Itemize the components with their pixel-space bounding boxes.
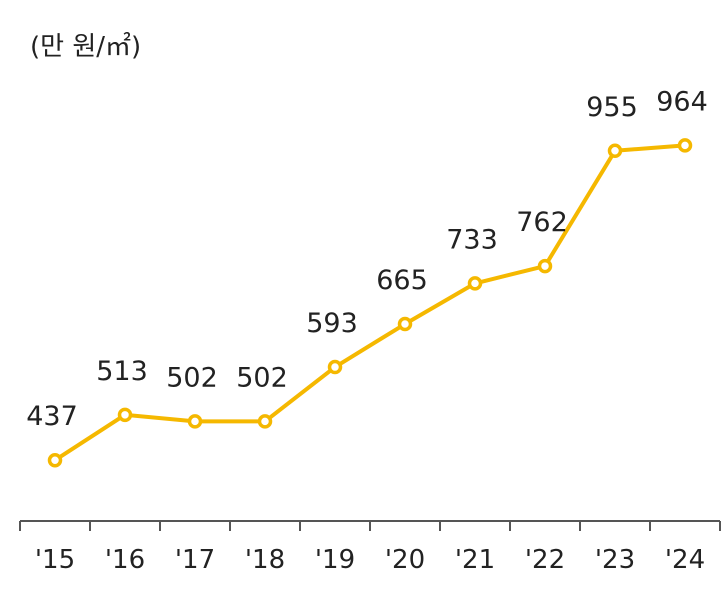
data-label: 955 [586,92,638,123]
data-point [117,407,133,423]
data-point [677,138,693,153]
x-tick-label: '20 [385,545,425,575]
x-tick-label: '19 [315,545,355,575]
data-label: 964 [656,86,708,117]
x-tick-label: '17 [175,545,215,575]
series-line-group [53,143,686,462]
x-tick-label: '18 [245,545,285,575]
series-line [53,143,686,462]
data-point [327,359,343,375]
data-label: 513 [96,356,148,387]
x-tick-labels: '15 '16 '17 '18 '19 '20 '21 '22 '23 '24 [35,545,705,575]
data-label: 665 [376,265,428,296]
data-point [257,414,273,429]
data-label: 437 [26,401,78,432]
data-label: 593 [306,308,358,339]
data-point [537,258,553,274]
data-point [467,276,483,291]
data-label: 502 [166,362,218,393]
data-label: 502 [236,362,288,393]
unit-label: (만 원/㎡) [30,32,142,62]
data-label: 733 [446,224,498,255]
data-points [47,138,693,468]
x-tick-label: '16 [105,545,145,575]
data-point [397,316,413,332]
data-label: 762 [516,207,568,238]
data-point [47,452,63,468]
data-point [187,414,203,429]
data-point [607,143,623,159]
data-labels: 437 513 502 502 593 665 733 762 955 964 [26,86,708,432]
x-tick-label: '21 [455,545,495,575]
x-tick-label: '23 [595,545,635,575]
x-tick-label: '24 [665,545,705,575]
x-axis [19,520,721,531]
x-tick-label: '15 [35,545,75,575]
x-tick-label: '22 [525,545,565,575]
